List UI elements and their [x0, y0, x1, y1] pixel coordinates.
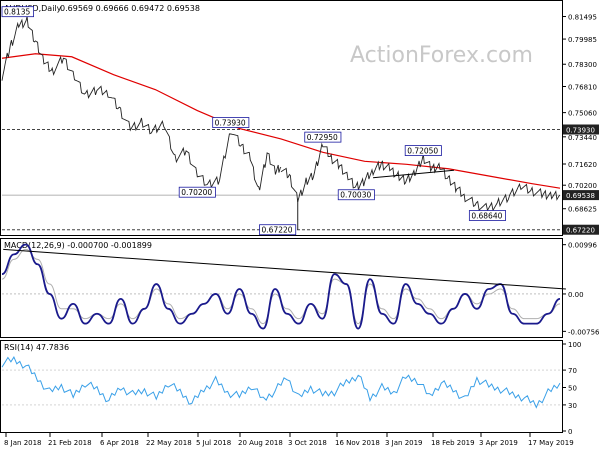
- x-tick-label-0: 8 Jan 2018: [4, 439, 42, 447]
- price-level-box-0: [563, 124, 599, 135]
- watermark: ActionForex.com: [350, 43, 533, 68]
- annotation-label-4: 0.70200: [181, 188, 212, 197]
- macd-tick-label-2: -0.00756: [568, 328, 600, 336]
- x-tick-label-7: 16 Nov 2018: [335, 439, 380, 447]
- x-tick-label-6: 3 Oct 2018: [288, 439, 327, 447]
- macd-tick-label-0: 0.00996: [568, 242, 597, 250]
- rsi-label: RSI(14) 47.7836: [4, 343, 69, 352]
- price-tick-label-1: 0.79985: [568, 36, 597, 44]
- macd-label: MACD(12,26,9) -0.000700 -0.001899: [4, 241, 152, 250]
- price-panel: [0, 0, 563, 236]
- x-tick-label-1: 21 Feb 2018: [48, 439, 92, 447]
- annotation-box-4: [178, 186, 216, 198]
- x-tick-label-11: 17 May 2019: [528, 439, 574, 447]
- annotation-box-1: [212, 117, 250, 128]
- price-tick-label-2: 0.78300: [568, 61, 597, 69]
- price-tick-label-7: 0.70200: [568, 182, 597, 190]
- macd-layer: [1, 243, 566, 330]
- annotation-label-2: 0.72950: [307, 133, 338, 142]
- price-trendline: [373, 169, 455, 179]
- macd-trendline: [3, 248, 566, 290]
- annotation-box-6: [468, 210, 506, 221]
- annotation-box-5: [337, 189, 375, 201]
- rsi-tick-label-0: 100: [568, 341, 581, 349]
- macd-tick-label-1: 0.00: [568, 291, 584, 299]
- axis-layer: 0.81495 0.79985 0.78300 0.76810 0.75060 0.734…: [4, 14, 600, 447]
- annotation-box-0: [1, 6, 35, 18]
- price-line: [1, 16, 282, 191]
- price-tick-label-5: 0.73440: [568, 134, 597, 142]
- rsi-layer: [1, 356, 561, 409]
- annotation-label-6: 0.68640: [471, 212, 502, 221]
- ohlc-label: 0.69569 0.69666 0.69472 0.69538: [60, 4, 200, 13]
- rsi-tick-label-3: 30: [568, 402, 577, 410]
- x-tick-label-3: 22 May 2018: [146, 439, 192, 447]
- annotation-box-7: [259, 224, 297, 236]
- price-tick-label-6: 0.71620: [568, 161, 597, 169]
- price-tick-label-8: 0.68625: [568, 206, 597, 214]
- price-tick-label-3: 0.76810: [568, 83, 597, 91]
- annotation-label-7: 0.67220: [262, 226, 293, 235]
- x-tick-label-9: 18 Feb 2019: [431, 439, 475, 447]
- annotation-box-2: [304, 131, 342, 143]
- rsi-panel: [0, 340, 563, 433]
- annotation-label-1: 0.73930: [215, 119, 246, 128]
- current-price-box: [563, 190, 599, 201]
- x-tick-label-5: 20 Aug 2018: [238, 439, 283, 447]
- annotation-label-5: 0.70030: [340, 191, 371, 200]
- rsi-tick-label-1: 70: [568, 367, 577, 375]
- price-level-box-1: [563, 224, 599, 235]
- x-tick-label-10: 3 Apr 2019: [479, 439, 518, 447]
- price-line-2: [280, 142, 561, 212]
- ma-line: [1, 53, 561, 189]
- rsi-line: [1, 356, 561, 409]
- price-tick-label-0: 0.81495: [568, 14, 597, 22]
- price-level-label-1: 0.67220: [566, 227, 595, 235]
- price-tick-label-4: 0.75060: [568, 110, 597, 118]
- annotation-box-3: [404, 145, 442, 156]
- rsi-tick-label-4: 0: [568, 428, 572, 436]
- rsi-tick-label-2: 50: [568, 385, 577, 393]
- macd-panel: [0, 238, 563, 338]
- macd-line: [1, 243, 561, 330]
- x-tick-label-8: 3 Jan 2019: [385, 439, 423, 447]
- price-layer: 0.8135 0.73930 0.72950 0.72050 0.70200 0.7003…: [1, 6, 561, 236]
- x-tick-label-2: 6 Apr 2018: [100, 439, 139, 447]
- price-level-label-0: 0.73930: [566, 127, 595, 135]
- x-tick-label-4: 5 Jul 2018: [196, 439, 231, 447]
- annotation-label-3: 0.72050: [407, 147, 438, 156]
- current-price-label: 0.69538: [566, 192, 595, 200]
- annotation-label-0: 0.8135: [4, 8, 30, 17]
